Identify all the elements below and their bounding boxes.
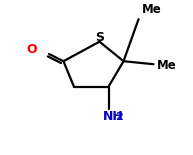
Text: 2: 2	[115, 112, 123, 122]
Text: Me: Me	[141, 3, 161, 16]
Text: NH: NH	[102, 110, 123, 123]
Text: O: O	[27, 43, 37, 56]
Text: Me: Me	[157, 59, 176, 72]
Text: S: S	[95, 31, 104, 44]
